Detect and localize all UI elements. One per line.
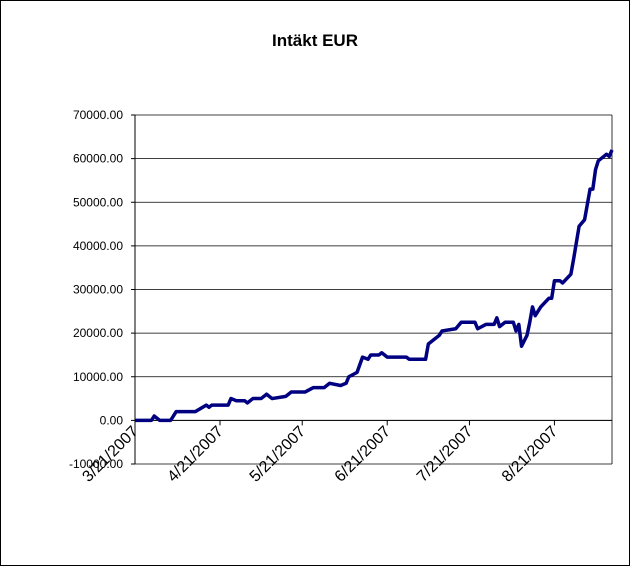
y-tick-label: 40000.00 xyxy=(73,239,123,253)
data-line xyxy=(135,149,614,423)
chart-title: Intäkt EUR xyxy=(272,31,358,50)
y-tick-label: 50000.00 xyxy=(73,195,123,209)
y-tick-label: -10000.00 xyxy=(69,457,123,471)
y-tick-label: 10000.00 xyxy=(73,370,123,384)
y-tick-label: 60000.00 xyxy=(73,152,123,166)
y-tick-label: 30000.00 xyxy=(73,283,123,297)
y-tick-label: 0.00 xyxy=(100,413,124,427)
y-tick-label: 20000.00 xyxy=(73,326,123,340)
y-tick-label: 70000.00 xyxy=(73,108,123,122)
